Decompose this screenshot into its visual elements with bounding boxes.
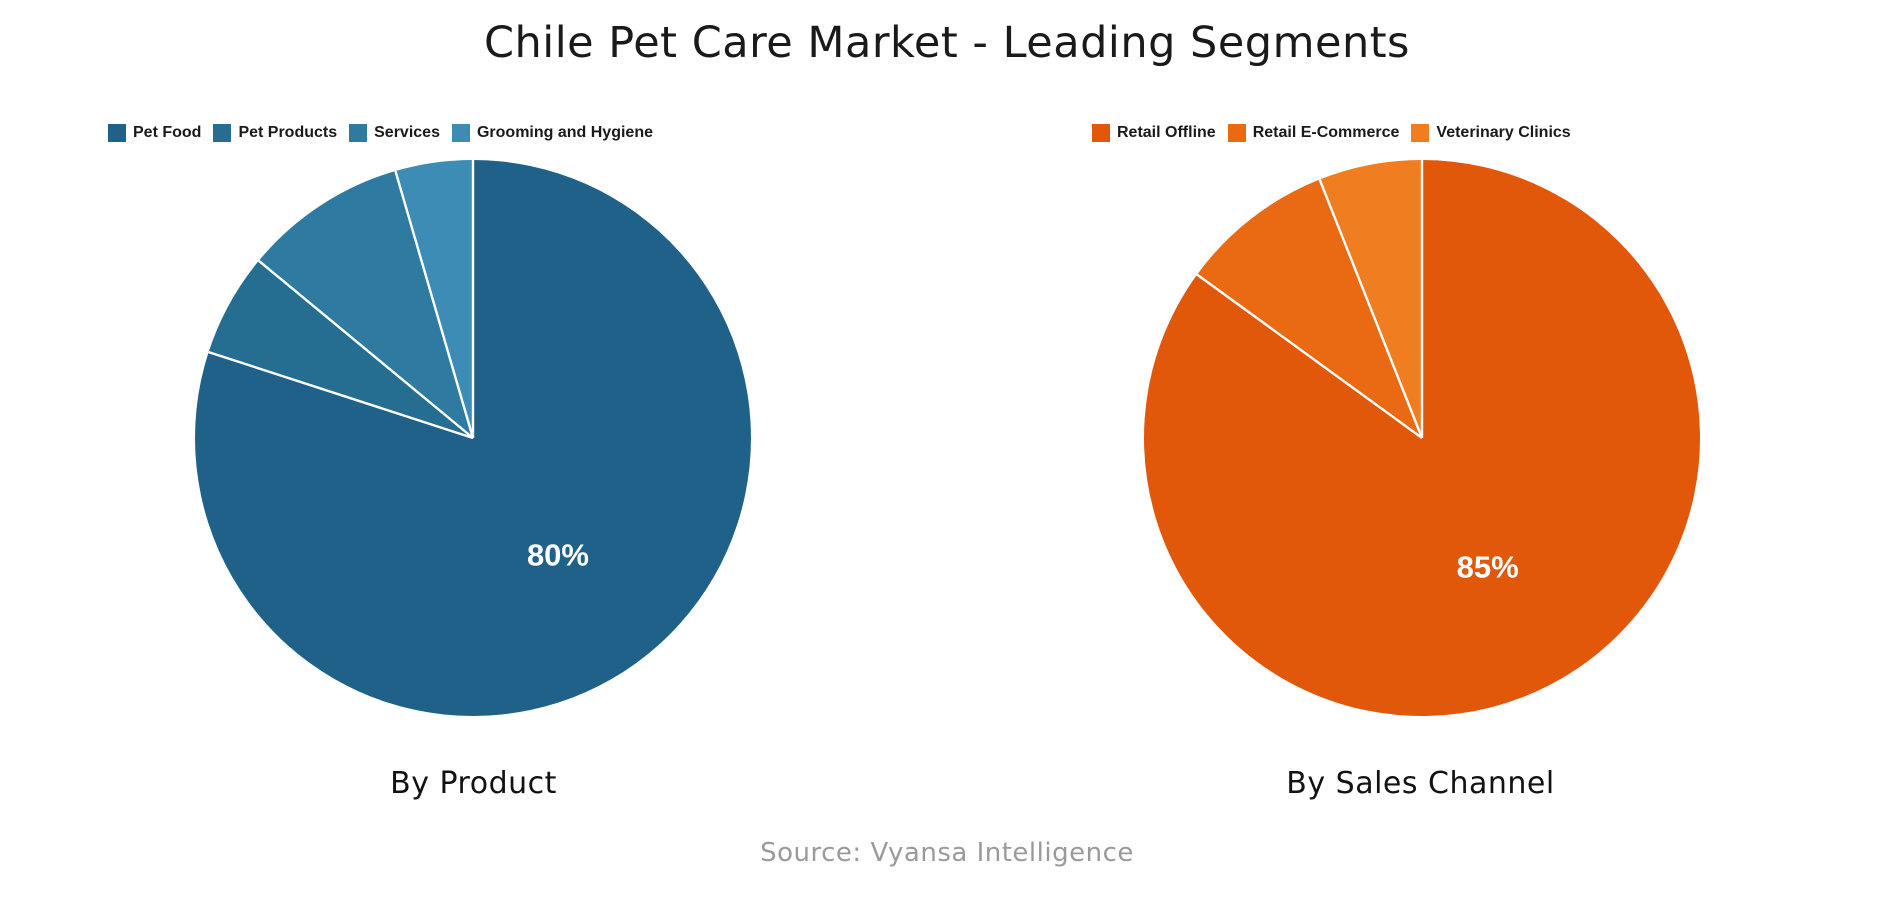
legend-swatch-icon xyxy=(1227,124,1246,142)
pie-value-label: 80% xyxy=(527,537,589,572)
legend-label: Retail E-Commerce xyxy=(1252,124,1400,141)
legend-swatch-icon xyxy=(349,124,368,142)
caption-by-product: By Product xyxy=(390,766,557,801)
legend-by-sales-channel: Retail Offline Retail E-Commerce Veterinar… xyxy=(1092,124,1571,142)
pie-slice-services xyxy=(258,171,473,438)
legend-swatch-icon xyxy=(108,124,126,142)
legend-label: Retail Offline xyxy=(1117,124,1216,141)
pie-chart-by-sales-channel: 85% xyxy=(1144,160,1700,717)
slice-separator xyxy=(394,170,475,439)
legend-item-veterinary-clinics: Veterinary Clinics xyxy=(1411,124,1571,142)
legend-label: Services xyxy=(374,124,440,141)
legend-item-pet-products: Pet Products xyxy=(213,124,337,142)
figure-title: Chile Pet Care Market - Leading Segments xyxy=(484,18,1410,68)
legend-swatch-icon xyxy=(213,124,232,142)
slice-separator xyxy=(1318,179,1424,439)
pie-slice-retail-offline xyxy=(1144,160,1700,717)
legend-swatch-icon xyxy=(451,124,470,142)
pie-slice-pet-products xyxy=(208,260,473,438)
legend-item-services: Services xyxy=(349,124,440,142)
pie-value-label: 85% xyxy=(1457,549,1519,584)
legend-swatch-icon xyxy=(1411,124,1430,142)
legend-item-pet-food: Pet Food xyxy=(108,124,201,142)
slice-separator xyxy=(208,350,474,440)
legend-item-retail-e-commerce: Retail E-Commerce xyxy=(1227,124,1400,142)
legend-label: Veterinary Clinics xyxy=(1436,124,1571,141)
pie-chart-by-product: 80% xyxy=(195,160,752,716)
legend-label: Grooming and Hygiene xyxy=(476,124,653,141)
legend-item-retail-offline: Retail Offline xyxy=(1092,124,1216,142)
pie-slice-retail-e-commerce xyxy=(1197,179,1422,438)
caption-by-sales-channel: By Sales Channel xyxy=(1286,766,1555,801)
pie-slice-veterinary-clinics xyxy=(1319,160,1422,438)
legend-item-grooming-and-hygiene: Grooming and Hygiene xyxy=(451,124,653,142)
slice-separator xyxy=(258,259,474,439)
legend-label: Pet Food xyxy=(133,124,202,141)
legend-swatch-icon xyxy=(1092,124,1110,142)
legend-label: Pet Products xyxy=(238,124,338,141)
legend-by-product: Pet Food Pet Products Services Grooming and… xyxy=(108,124,653,142)
slice-separator xyxy=(1196,273,1423,439)
source-note: Source: Vyansa Intelligence xyxy=(760,838,1134,868)
